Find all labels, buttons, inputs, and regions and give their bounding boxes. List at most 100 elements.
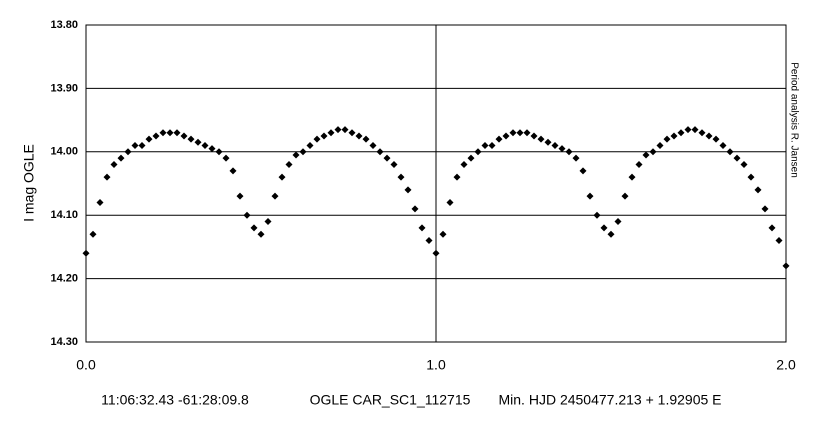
y-tick-label: 13.80 [50, 19, 78, 31]
y-tick-label: 13.90 [50, 82, 78, 94]
caption: 11:06:32.43 -61:28:09.8 [101, 392, 249, 408]
data-point [390, 160, 398, 168]
data-point [705, 132, 713, 140]
data-point [586, 192, 594, 200]
data-point [334, 126, 342, 134]
data-point [103, 173, 111, 181]
data-point [89, 230, 97, 238]
y-tick-label: 14.00 [50, 146, 78, 158]
data-point [621, 192, 629, 200]
caption: OGLE CAR_SC1_112715 [310, 392, 471, 408]
data-point [565, 148, 573, 156]
data-point [677, 129, 685, 137]
x-tick-label: 0.0 [76, 357, 96, 373]
data-point [481, 141, 489, 149]
y-tick-label: 14.10 [50, 209, 78, 221]
data-point [747, 173, 755, 181]
data-point [341, 126, 349, 134]
data-point [299, 148, 307, 156]
data-point [635, 160, 643, 168]
data-point [467, 154, 475, 162]
data-point [194, 138, 202, 146]
data-point [257, 230, 265, 238]
data-point [439, 230, 447, 238]
data-point [425, 237, 433, 245]
caption: Min. HJD 2450477.213 + 1.92905 E [499, 392, 722, 408]
data-point [320, 132, 328, 140]
data-point [236, 192, 244, 200]
data-point [530, 132, 538, 140]
data-point [404, 186, 412, 194]
data-point [418, 224, 426, 232]
data-point [726, 148, 734, 156]
data-point [544, 138, 552, 146]
data-point [376, 148, 384, 156]
data-point [502, 132, 510, 140]
data-point [292, 151, 300, 159]
data-point [719, 141, 727, 149]
data-point [278, 173, 286, 181]
data-point [775, 237, 783, 245]
data-point [656, 141, 664, 149]
data-point [96, 199, 104, 207]
data-point [516, 129, 524, 137]
data-point [124, 148, 132, 156]
data-point [628, 173, 636, 181]
data-point [250, 224, 258, 232]
data-point [180, 132, 188, 140]
data-point [782, 262, 790, 270]
side-note: Period analysis R. Jansen [788, 62, 799, 178]
data-point [362, 135, 370, 143]
data-point [768, 224, 776, 232]
data-point [208, 145, 216, 153]
data-point [271, 192, 279, 200]
data-point [754, 186, 762, 194]
data-point [593, 211, 601, 219]
data-point [355, 132, 363, 140]
data-point [243, 211, 251, 219]
data-point [187, 135, 195, 143]
data-point [712, 135, 720, 143]
data-point [453, 173, 461, 181]
data-point [607, 230, 615, 238]
data-point [152, 132, 160, 140]
data-point [670, 132, 678, 140]
data-point [313, 135, 321, 143]
data-point [145, 135, 153, 143]
y-tick-label: 14.30 [50, 336, 78, 348]
data-point [166, 129, 174, 137]
data-point [579, 167, 587, 175]
data-point [285, 160, 293, 168]
data-point [649, 148, 657, 156]
data-point [306, 141, 314, 149]
data-point [572, 154, 580, 162]
data-point [642, 151, 650, 159]
data-point [488, 141, 496, 149]
data-point [551, 141, 559, 149]
data-point [131, 141, 139, 149]
data-point [460, 160, 468, 168]
data-point [698, 129, 706, 137]
data-point [264, 218, 272, 226]
data-point [509, 129, 517, 137]
x-tick-label: 2.0 [776, 357, 796, 373]
data-point [117, 154, 125, 162]
data-point [733, 154, 741, 162]
data-point [432, 249, 440, 257]
data-point [327, 129, 335, 137]
data-point [82, 249, 90, 257]
data-point [614, 218, 622, 226]
data-point [159, 129, 167, 137]
data-point [684, 126, 692, 134]
data-point [663, 135, 671, 143]
data-point [215, 148, 223, 156]
data-point [110, 160, 118, 168]
data-point [138, 141, 146, 149]
data-point [383, 154, 391, 162]
data-point [201, 141, 209, 149]
data-point [222, 154, 230, 162]
data-point [558, 145, 566, 153]
x-tick-label: 1.0 [426, 357, 446, 373]
data-point [523, 129, 531, 137]
